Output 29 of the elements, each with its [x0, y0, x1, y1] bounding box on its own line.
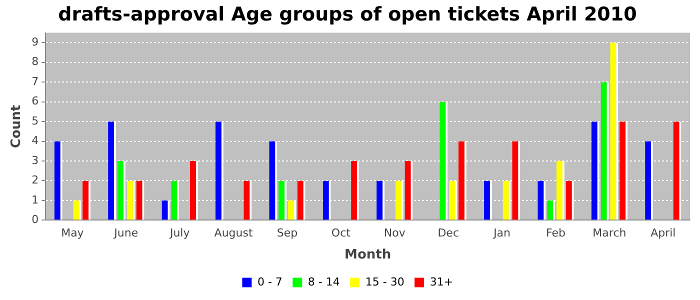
- x-tick-label: Jan: [492, 226, 511, 240]
- y-tick-label: 5: [32, 114, 39, 128]
- y-tick-label: 1: [32, 193, 39, 206]
- x-tick-label: Nov: [384, 226, 406, 240]
- x-axis-title: Month: [344, 248, 392, 263]
- chart-title: drafts-approval Age groups of open tickets April 2010: [58, 3, 637, 26]
- x-tick-label: Oct: [331, 226, 352, 240]
- y-tick-label: 8: [32, 55, 39, 68]
- y-tick-label: 6: [32, 94, 39, 108]
- x-tick-label: July: [168, 226, 190, 240]
- y-tick-label: 0: [32, 213, 39, 226]
- legend-label: 8 - 14: [308, 275, 340, 288]
- legend-label: 0 - 7: [257, 275, 282, 288]
- x-tick-label: March: [592, 226, 626, 240]
- x-tick-label: Feb: [546, 226, 566, 240]
- y-tick-label: 2: [32, 174, 39, 187]
- y-tick-label: 7: [32, 74, 39, 88]
- x-tick-label: August: [214, 226, 254, 240]
- x-tick-label: April: [650, 226, 676, 240]
- legend-label: 31+: [430, 275, 454, 288]
- y-axis-title: Count: [9, 104, 24, 148]
- y-tick-label: 3: [32, 154, 39, 167]
- y-tick-label: 9: [32, 36, 39, 49]
- x-tick-label: May: [61, 226, 84, 240]
- legend-label: 15 - 30: [365, 275, 404, 288]
- x-tick-label: June: [113, 226, 138, 240]
- x-tick-label: Sep: [276, 226, 298, 240]
- y-tick-label: 4: [32, 134, 39, 148]
- x-tick-label: Dec: [438, 226, 459, 240]
